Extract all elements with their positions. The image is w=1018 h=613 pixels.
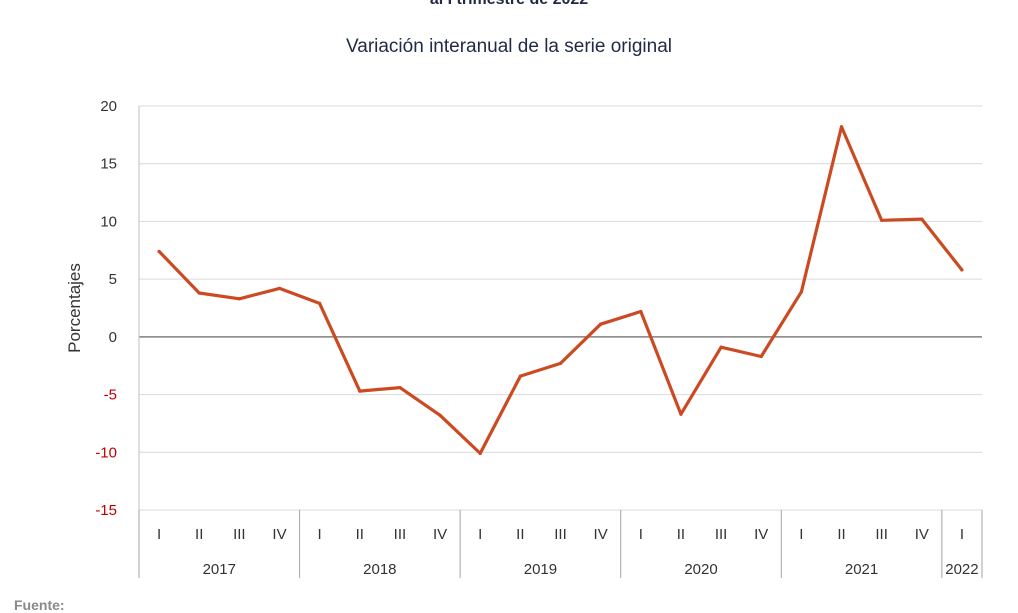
data-point — [880, 218, 884, 222]
y-tick-label: 15 — [100, 156, 117, 173]
x-year-label: 2021 — [845, 561, 878, 578]
data-point — [920, 217, 924, 221]
x-quarter-label: II — [356, 526, 364, 543]
gridlines — [139, 105, 982, 511]
data-point — [438, 413, 442, 417]
x-year-label: 2018 — [363, 561, 396, 578]
x-quarter-label: I — [639, 526, 643, 543]
data-point — [759, 354, 763, 359]
data-point — [719, 345, 723, 349]
chart-title: al I trimestre de 2022 — [0, 0, 1018, 9]
x-quarter-label: IV — [915, 526, 929, 543]
data-point — [518, 374, 522, 378]
x-quarter-label: III — [875, 526, 888, 543]
y-tick-label: 20 — [100, 98, 117, 115]
data-point — [157, 249, 161, 254]
data-point — [960, 268, 964, 272]
chart-subtitle: Variación interanual de la serie origina… — [345, 36, 672, 57]
tick-labels: 20 15 10 5 0 -5 -10 -15 Porcentajes 2017 2018 2019 2… — [65, 98, 979, 578]
series-line — [157, 125, 964, 455]
x-quarter-label: II — [837, 526, 845, 543]
x-quarter-label: III — [715, 526, 728, 543]
x-quarter-label: IV — [754, 526, 768, 543]
y-tick-label: -10 — [95, 444, 117, 461]
x-year-label: 2020 — [684, 561, 717, 578]
data-point — [318, 301, 322, 305]
x-quarter-label: I — [157, 526, 161, 543]
y-tick-label: 5 — [109, 271, 117, 288]
data-point — [358, 389, 362, 393]
y-tick-label: 0 — [109, 329, 117, 346]
data-point — [277, 286, 282, 290]
data-point — [478, 451, 482, 456]
x-quarter-label: IV — [594, 526, 608, 543]
x-quarter-label: II — [677, 526, 685, 543]
data-point — [799, 290, 803, 294]
data-point — [599, 322, 603, 326]
series-line-layer — [157, 125, 964, 456]
x-quarter-label: II — [516, 526, 524, 543]
x-quarter-label: III — [554, 526, 567, 543]
x-year-label: 2019 — [524, 561, 557, 578]
x-quarter-label: I — [960, 526, 964, 543]
x-quarter-label: IV — [272, 526, 286, 543]
y-tick-label: 10 — [100, 213, 117, 230]
data-point — [237, 297, 241, 301]
source-label: Fuente: — [14, 597, 65, 613]
x-quarter-label: IV — [433, 526, 447, 543]
data-point — [679, 412, 683, 416]
axes — [138, 106, 983, 578]
data-point — [398, 386, 402, 390]
x-year-label: 2017 — [203, 561, 236, 578]
x-quarter-label: III — [233, 526, 246, 543]
x-quarter-label: I — [478, 526, 482, 543]
x-quarter-label: III — [394, 526, 407, 543]
x-year-label: 2022 — [945, 561, 978, 578]
data-point — [839, 125, 844, 129]
x-quarter-label: I — [318, 526, 322, 543]
x-quarter-label: II — [195, 526, 203, 543]
data-point — [558, 361, 563, 366]
data-point — [197, 291, 201, 295]
y-tick-label: -15 — [95, 502, 117, 519]
data-point — [639, 309, 643, 314]
x-quarter-label: I — [799, 526, 803, 543]
y-axis-title: Porcentajes — [65, 263, 84, 353]
y-tick-label: -5 — [104, 387, 117, 404]
